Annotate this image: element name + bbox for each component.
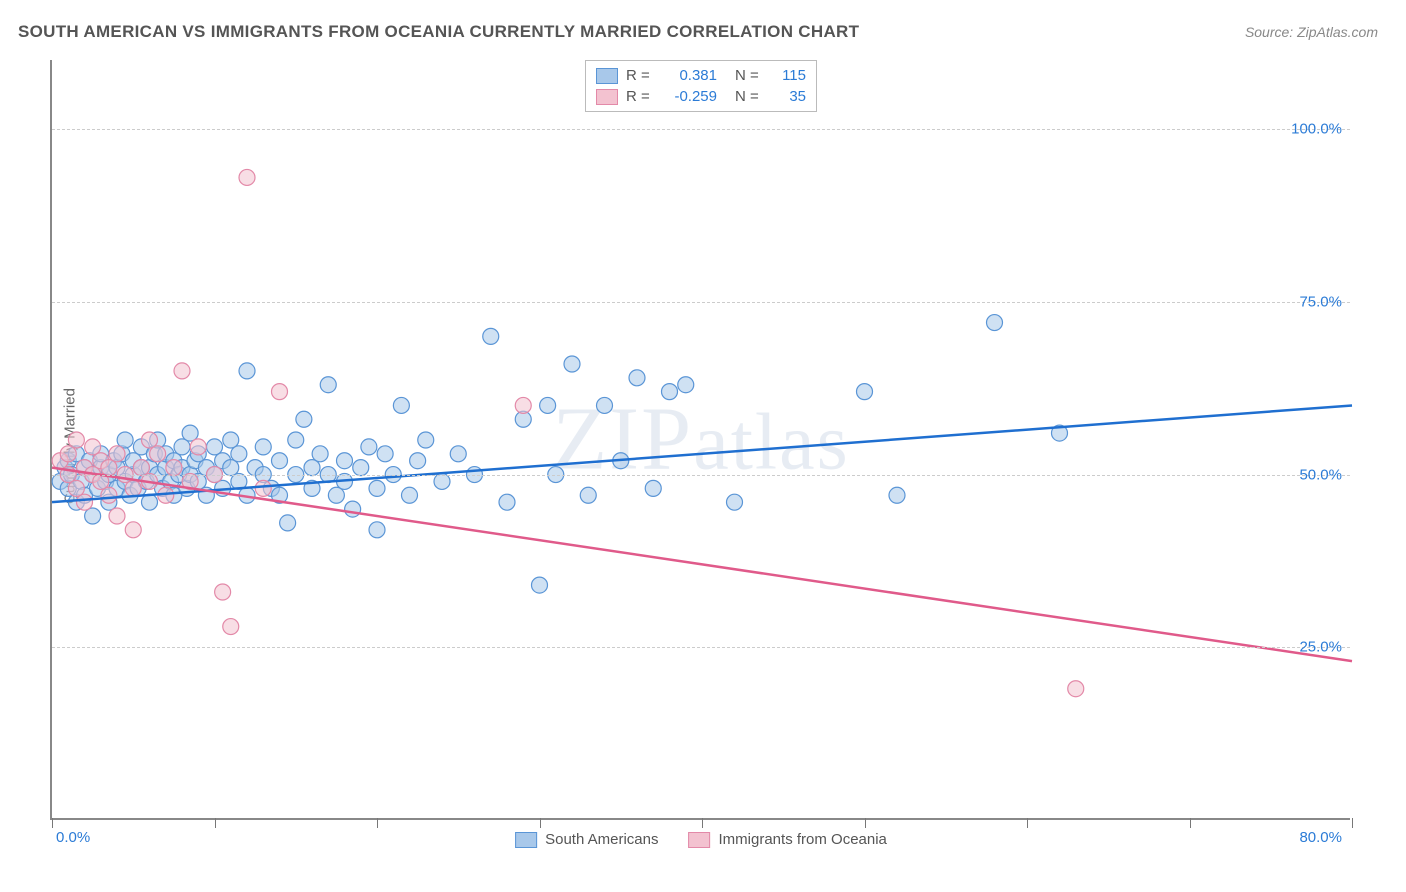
- data-point: [280, 515, 296, 531]
- x-tick: [1027, 818, 1028, 828]
- data-point: [515, 397, 531, 413]
- data-point: [101, 487, 117, 503]
- source-label: Source: ZipAtlas.com: [1245, 24, 1378, 40]
- chart-title: SOUTH AMERICAN VS IMMIGRANTS FROM OCEANI…: [18, 22, 859, 42]
- data-point: [239, 169, 255, 185]
- data-point: [296, 411, 312, 427]
- data-point: [109, 508, 125, 524]
- data-point: [540, 397, 556, 413]
- legend-label-a: South Americans: [545, 831, 658, 848]
- data-point: [150, 446, 166, 462]
- data-point: [597, 397, 613, 413]
- data-point: [272, 453, 288, 469]
- data-point: [231, 446, 247, 462]
- data-point: [288, 432, 304, 448]
- data-point: [532, 577, 548, 593]
- scatter-svg: [52, 60, 1350, 818]
- data-point: [239, 363, 255, 379]
- data-point: [125, 522, 141, 538]
- gridline: [52, 129, 1350, 130]
- gridline: [52, 647, 1350, 648]
- data-point: [450, 446, 466, 462]
- data-point: [166, 460, 182, 476]
- data-point: [418, 432, 434, 448]
- data-point: [369, 480, 385, 496]
- data-point: [662, 384, 678, 400]
- data-point: [320, 377, 336, 393]
- data-point: [629, 370, 645, 386]
- data-point: [580, 487, 596, 503]
- data-point: [312, 446, 328, 462]
- data-point: [402, 487, 418, 503]
- swatch-b-icon: [689, 832, 711, 848]
- data-point: [353, 460, 369, 476]
- y-tick-label: 50.0%: [1299, 466, 1342, 483]
- data-point: [499, 494, 515, 510]
- gridline: [52, 302, 1350, 303]
- data-point: [645, 480, 661, 496]
- x-tick: [1190, 818, 1191, 828]
- data-point: [361, 439, 377, 455]
- data-point: [68, 432, 84, 448]
- x-tick: [540, 818, 541, 828]
- data-point: [483, 328, 499, 344]
- x-min-label: 0.0%: [56, 829, 90, 846]
- series-legend: South Americans Immigrants from Oceania: [515, 831, 887, 848]
- x-tick: [377, 818, 378, 828]
- data-point: [77, 494, 93, 510]
- data-point: [727, 494, 743, 510]
- data-point: [190, 439, 206, 455]
- data-point: [564, 356, 580, 372]
- legend-item-a: South Americans: [515, 831, 658, 848]
- data-point: [987, 315, 1003, 331]
- data-point: [369, 522, 385, 538]
- data-point: [410, 453, 426, 469]
- gridline: [52, 475, 1350, 476]
- data-point: [434, 473, 450, 489]
- x-max-label: 80.0%: [1299, 829, 1342, 846]
- y-tick-label: 25.0%: [1299, 639, 1342, 656]
- data-point: [857, 384, 873, 400]
- data-point: [889, 487, 905, 503]
- x-tick: [1352, 818, 1353, 828]
- data-point: [223, 619, 239, 635]
- x-tick: [865, 818, 866, 828]
- data-point: [678, 377, 694, 393]
- legend-item-b: Immigrants from Oceania: [689, 831, 887, 848]
- data-point: [1068, 681, 1084, 697]
- legend-label-b: Immigrants from Oceania: [719, 831, 887, 848]
- data-point: [174, 363, 190, 379]
- swatch-a-icon: [515, 832, 537, 848]
- data-point: [272, 384, 288, 400]
- data-point: [125, 480, 141, 496]
- data-point: [337, 453, 353, 469]
- regression-line: [52, 468, 1352, 661]
- y-tick-label: 75.0%: [1299, 293, 1342, 310]
- x-tick: [702, 818, 703, 828]
- data-point: [255, 480, 271, 496]
- data-point: [377, 446, 393, 462]
- data-point: [109, 446, 125, 462]
- data-point: [345, 501, 361, 517]
- x-tick: [52, 818, 53, 828]
- y-tick-label: 100.0%: [1291, 121, 1342, 138]
- data-point: [215, 584, 231, 600]
- x-tick: [215, 818, 216, 828]
- plot-area: ZIPatlas R =0.381 N =115 R =-0.259 N =35…: [50, 60, 1350, 820]
- data-point: [255, 439, 271, 455]
- data-point: [393, 397, 409, 413]
